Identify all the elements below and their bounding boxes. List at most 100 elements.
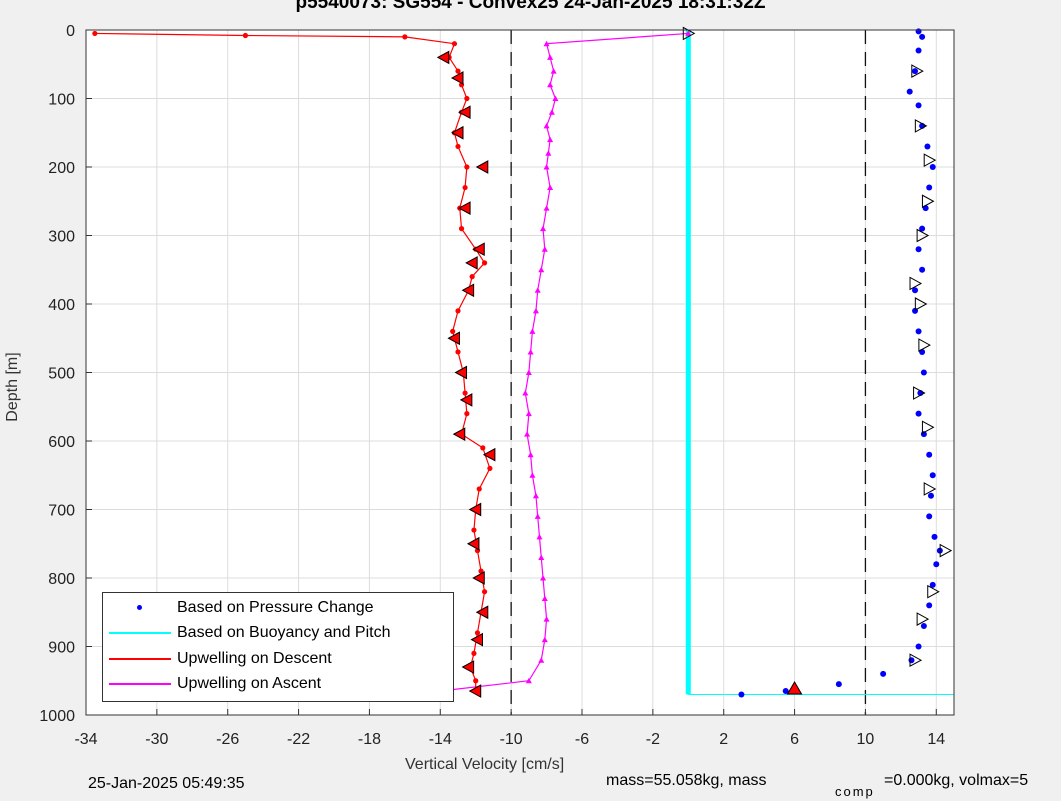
legend-marker-descent	[109, 658, 171, 660]
x-tick-label: -10	[500, 731, 523, 748]
ascent-point	[547, 184, 554, 191]
descent-point	[469, 274, 475, 280]
pressure-point	[924, 143, 931, 150]
ascent-point	[540, 225, 547, 232]
pressure-point	[926, 513, 933, 520]
pressure-point	[915, 643, 922, 650]
descent-point	[487, 465, 493, 471]
y-tick-label: 1000	[39, 708, 75, 725]
ascent-point	[534, 513, 541, 519]
descent-marker	[468, 502, 482, 517]
descent-point	[473, 678, 479, 684]
descent-marker	[482, 447, 496, 462]
descent-point	[242, 32, 249, 39]
y-tick-label: 600	[48, 434, 75, 451]
descent-point	[455, 143, 461, 150]
descent-point	[450, 328, 456, 334]
y-tick-label: 100	[48, 92, 75, 109]
pressure-point	[933, 561, 940, 568]
descent-marker	[447, 331, 460, 346]
pressure-marker	[921, 194, 935, 209]
descent-point	[471, 650, 477, 656]
ascent-point	[525, 369, 532, 375]
pressure-point	[738, 691, 745, 698]
descent-point	[464, 164, 470, 170]
ascent-point	[529, 328, 536, 334]
ascent-point	[538, 266, 545, 273]
pressure-point	[931, 533, 938, 540]
pressure-marker	[911, 64, 924, 78]
x-tick-label: -2	[646, 731, 660, 748]
legend-label-descent: Upwelling on Descent	[177, 650, 332, 667]
pressure-marker	[916, 228, 930, 243]
pressure-marker	[939, 543, 953, 558]
series-layer	[92, 26, 954, 698]
y-tick-label: 0	[66, 23, 75, 40]
ascent-point	[541, 595, 548, 602]
footer-mass-subscript: comp	[835, 784, 875, 799]
x-axis-label: Vertical Velocity [cm/s]	[405, 756, 565, 773]
descent-marker	[472, 571, 485, 585]
descent-point	[462, 390, 468, 396]
legend-label-pressure: Based on Pressure Change	[177, 599, 374, 616]
y-tick-label: 800	[48, 571, 75, 588]
descent-point	[481, 260, 488, 266]
descent-point	[92, 30, 98, 37]
footer-mass: mass=55.058kg, mass	[606, 772, 767, 789]
descent-marker	[450, 71, 464, 85]
descent-marker	[452, 427, 466, 441]
pressure-marker	[923, 153, 937, 167]
ascent-point	[547, 81, 554, 88]
descent-point	[458, 226, 465, 232]
pressure-marker	[914, 119, 928, 133]
x-tick-label: -30	[145, 731, 168, 748]
chart-title: p5540073: SG554 - Convex25 24-Jan-2025 1…	[295, 0, 766, 13]
ascent-point	[538, 554, 545, 560]
ascent-point	[532, 492, 539, 499]
descent-marker	[458, 105, 471, 120]
descent-marker	[475, 160, 489, 174]
pressure-marker	[918, 338, 931, 352]
descent-point	[471, 527, 477, 533]
x-tick-label: 14	[927, 731, 945, 748]
descent-marker	[458, 201, 471, 215]
x-tick-label: 2	[719, 731, 728, 748]
ascent-point	[527, 451, 534, 458]
pressure-point	[929, 472, 936, 479]
ascent-point	[541, 636, 548, 643]
pressure-point	[908, 657, 915, 664]
legend-item-ascent: Upwelling on Ascent	[103, 672, 453, 696]
footer-volmax: =0.000kg, volmax=5	[884, 772, 1029, 789]
legend-label-ascent: Upwelling on Ascent	[177, 675, 322, 692]
descent-marker	[454, 365, 468, 380]
descent-marker	[465, 256, 478, 270]
x-tick-label: 10	[857, 731, 875, 748]
descent-marker	[436, 50, 450, 65]
pressure-marker	[909, 276, 923, 291]
pressure-point	[835, 681, 842, 688]
descent-point	[481, 589, 488, 595]
ascent-point	[547, 136, 554, 143]
footer-date: 25-Jan-2025 05:49:35	[88, 775, 245, 792]
legend-label-buoyancy: Based on Buoyancy and Pitch	[177, 624, 391, 641]
pressure-point	[926, 451, 933, 458]
x-tick-label: -22	[287, 731, 310, 748]
pressure-point	[920, 622, 927, 629]
pressure-point	[880, 670, 887, 677]
pressure-point	[926, 184, 933, 191]
pressure-point	[929, 581, 936, 588]
ascent-point	[529, 472, 536, 478]
plot-border	[85, 29, 955, 716]
pressure-point	[912, 68, 919, 75]
pressure-point	[919, 225, 926, 232]
ascent-point	[552, 95, 559, 101]
descent-point	[464, 95, 470, 102]
legend: Based on Pressure Change Based on Buoyan…	[102, 592, 454, 702]
descent-point	[478, 568, 484, 574]
ascent-point	[527, 348, 534, 355]
reference-lines	[510, 30, 867, 715]
x-tick-label: -18	[358, 731, 381, 748]
pressure-point	[927, 492, 934, 499]
grid	[85, 29, 954, 716]
descent-marker	[470, 632, 483, 647]
